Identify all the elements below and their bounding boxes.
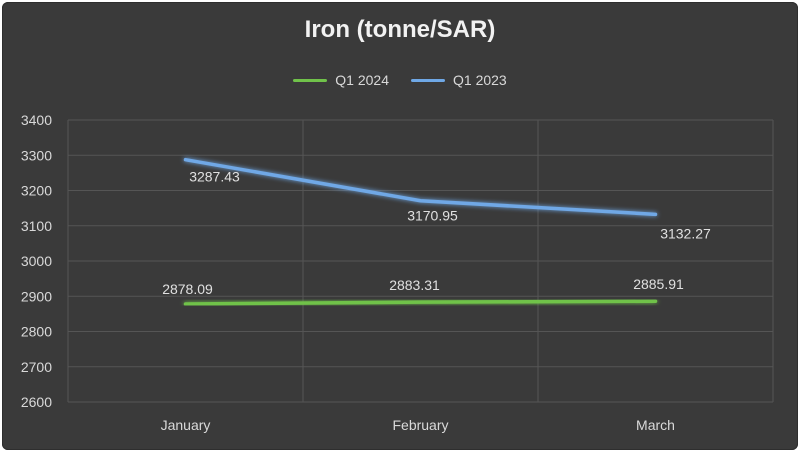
series-line [183, 157, 658, 217]
y-tick-label: 2900 [21, 288, 52, 304]
x-tick-label: March [636, 417, 675, 433]
y-tick-label: 2600 [21, 394, 52, 410]
gridlines [67, 119, 774, 403]
x-tick-label: February [392, 417, 448, 433]
legend-label-q1-2023: Q1 2023 [453, 72, 507, 88]
legend-swatch-q1-2023 [411, 78, 445, 82]
legend-item-q1-2023: Q1 2023 [411, 72, 507, 88]
y-tick-label: 2800 [21, 324, 52, 340]
data-label: 3132.27 [660, 225, 711, 241]
y-tick-label: 2700 [21, 359, 52, 375]
y-tick-label: 3300 [21, 147, 52, 163]
data-label: 3170.95 [407, 208, 458, 224]
data-label: 2878.09 [162, 281, 213, 297]
y-tick-label: 3000 [21, 253, 52, 269]
x-tick-label: January [161, 417, 211, 433]
y-tick-label: 3400 [21, 112, 52, 128]
data-label: 2883.31 [389, 277, 440, 293]
legend-item-q1-2024: Q1 2024 [293, 72, 389, 88]
chart-title: Iron (tonne/SAR) [304, 16, 496, 43]
legend-swatch-q1-2024 [293, 78, 328, 82]
legend-label-q1-2024: Q1 2024 [335, 72, 389, 88]
y-tick-label: 3200 [21, 183, 52, 199]
axis-ticks: 2600 2700 2800 2900 3000 3100 3200 3300 3400 Janu… [21, 112, 675, 433]
series-line [183, 299, 658, 306]
y-tick-label: 3100 [21, 218, 52, 234]
legend: Q1 2024 Q1 2023 [0, 72, 800, 88]
data-label: 3287.43 [189, 169, 240, 185]
series-lines [183, 157, 658, 306]
data-labels: 2878.09 2883.31 2885.91 3287.43 3170.95 3132.… [162, 169, 711, 297]
data-label: 2885.91 [633, 276, 684, 292]
